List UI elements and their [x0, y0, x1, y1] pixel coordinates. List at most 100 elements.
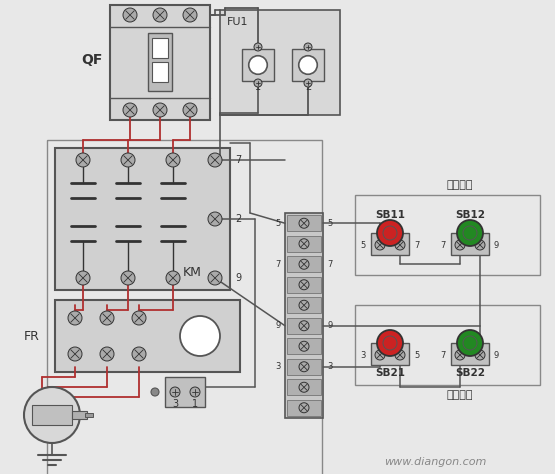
- Circle shape: [299, 403, 309, 413]
- Text: 7: 7: [235, 155, 241, 165]
- Bar: [451, 233, 489, 255]
- Circle shape: [166, 153, 180, 167]
- Text: 乙地控制: 乙地控制: [447, 390, 473, 400]
- Text: 3: 3: [172, 399, 178, 409]
- Circle shape: [299, 259, 309, 269]
- Text: 9: 9: [276, 321, 281, 330]
- Circle shape: [377, 220, 403, 246]
- Circle shape: [190, 387, 200, 397]
- Bar: [55, 148, 230, 290]
- Bar: [242, 49, 274, 81]
- Text: 9: 9: [494, 240, 500, 249]
- Circle shape: [455, 240, 465, 250]
- Circle shape: [153, 8, 167, 22]
- Text: QF: QF: [82, 53, 103, 67]
- Circle shape: [383, 226, 397, 240]
- Text: 5: 5: [327, 219, 332, 228]
- Text: 9: 9: [235, 273, 241, 283]
- Bar: [287, 216, 321, 231]
- Bar: [371, 343, 409, 365]
- Bar: [355, 195, 540, 275]
- Circle shape: [132, 311, 146, 325]
- Circle shape: [121, 271, 135, 285]
- Circle shape: [299, 280, 309, 290]
- Circle shape: [299, 239, 309, 249]
- Circle shape: [183, 8, 197, 22]
- Circle shape: [304, 43, 312, 51]
- Text: 9: 9: [494, 350, 500, 359]
- Text: KM: KM: [183, 265, 201, 279]
- Circle shape: [457, 220, 483, 246]
- Text: 5: 5: [361, 240, 366, 249]
- Circle shape: [395, 240, 405, 250]
- Circle shape: [299, 218, 309, 228]
- Circle shape: [123, 103, 137, 117]
- Circle shape: [254, 43, 262, 51]
- Circle shape: [475, 350, 485, 360]
- Circle shape: [166, 271, 180, 285]
- Text: 7: 7: [327, 260, 332, 269]
- Circle shape: [170, 387, 180, 397]
- Text: www.diangon.com: www.diangon.com: [384, 457, 486, 467]
- Circle shape: [299, 56, 317, 74]
- Bar: [287, 359, 321, 374]
- Bar: [85, 413, 93, 417]
- Text: SB21: SB21: [375, 368, 405, 378]
- Bar: [287, 256, 321, 272]
- Bar: [287, 318, 321, 334]
- Bar: [165, 377, 205, 407]
- Bar: [152, 38, 168, 58]
- Circle shape: [254, 79, 262, 87]
- Circle shape: [123, 8, 137, 22]
- Text: FR: FR: [24, 329, 40, 343]
- Bar: [451, 343, 489, 365]
- Circle shape: [375, 350, 385, 360]
- Circle shape: [457, 330, 483, 356]
- Circle shape: [208, 271, 222, 285]
- Circle shape: [76, 271, 90, 285]
- Text: 7: 7: [441, 350, 446, 359]
- Bar: [47, 140, 322, 474]
- Bar: [355, 305, 540, 385]
- Text: 9: 9: [327, 321, 332, 330]
- Bar: [287, 380, 321, 395]
- Text: 3: 3: [361, 350, 366, 359]
- Text: 7: 7: [441, 240, 446, 249]
- Bar: [292, 49, 324, 81]
- Circle shape: [208, 153, 222, 167]
- Text: 7: 7: [414, 240, 420, 249]
- Text: 1: 1: [192, 399, 198, 409]
- Circle shape: [249, 56, 268, 74]
- Text: 5: 5: [414, 350, 419, 359]
- Bar: [152, 62, 168, 82]
- Bar: [371, 233, 409, 255]
- Text: 甲地控制: 甲地控制: [447, 180, 473, 190]
- Circle shape: [132, 347, 146, 361]
- Circle shape: [208, 212, 222, 226]
- Text: 5: 5: [276, 219, 281, 228]
- Circle shape: [183, 103, 197, 117]
- Bar: [287, 338, 321, 354]
- Text: SB11: SB11: [375, 210, 405, 220]
- Circle shape: [68, 347, 82, 361]
- Text: 7: 7: [276, 260, 281, 269]
- Circle shape: [455, 350, 465, 360]
- Circle shape: [395, 350, 405, 360]
- Bar: [287, 277, 321, 292]
- Bar: [72, 411, 87, 419]
- Text: 3: 3: [276, 362, 281, 371]
- Text: A: A: [196, 329, 204, 343]
- Bar: [287, 298, 321, 313]
- Circle shape: [76, 153, 90, 167]
- Circle shape: [153, 103, 167, 117]
- Bar: [287, 400, 321, 416]
- Text: 3: 3: [327, 362, 332, 371]
- Circle shape: [299, 321, 309, 331]
- Bar: [220, 10, 340, 115]
- Circle shape: [463, 226, 477, 240]
- Bar: [32, 405, 72, 425]
- Text: SB12: SB12: [455, 210, 485, 220]
- Circle shape: [299, 382, 309, 392]
- Circle shape: [377, 330, 403, 356]
- Text: 1: 1: [255, 82, 261, 92]
